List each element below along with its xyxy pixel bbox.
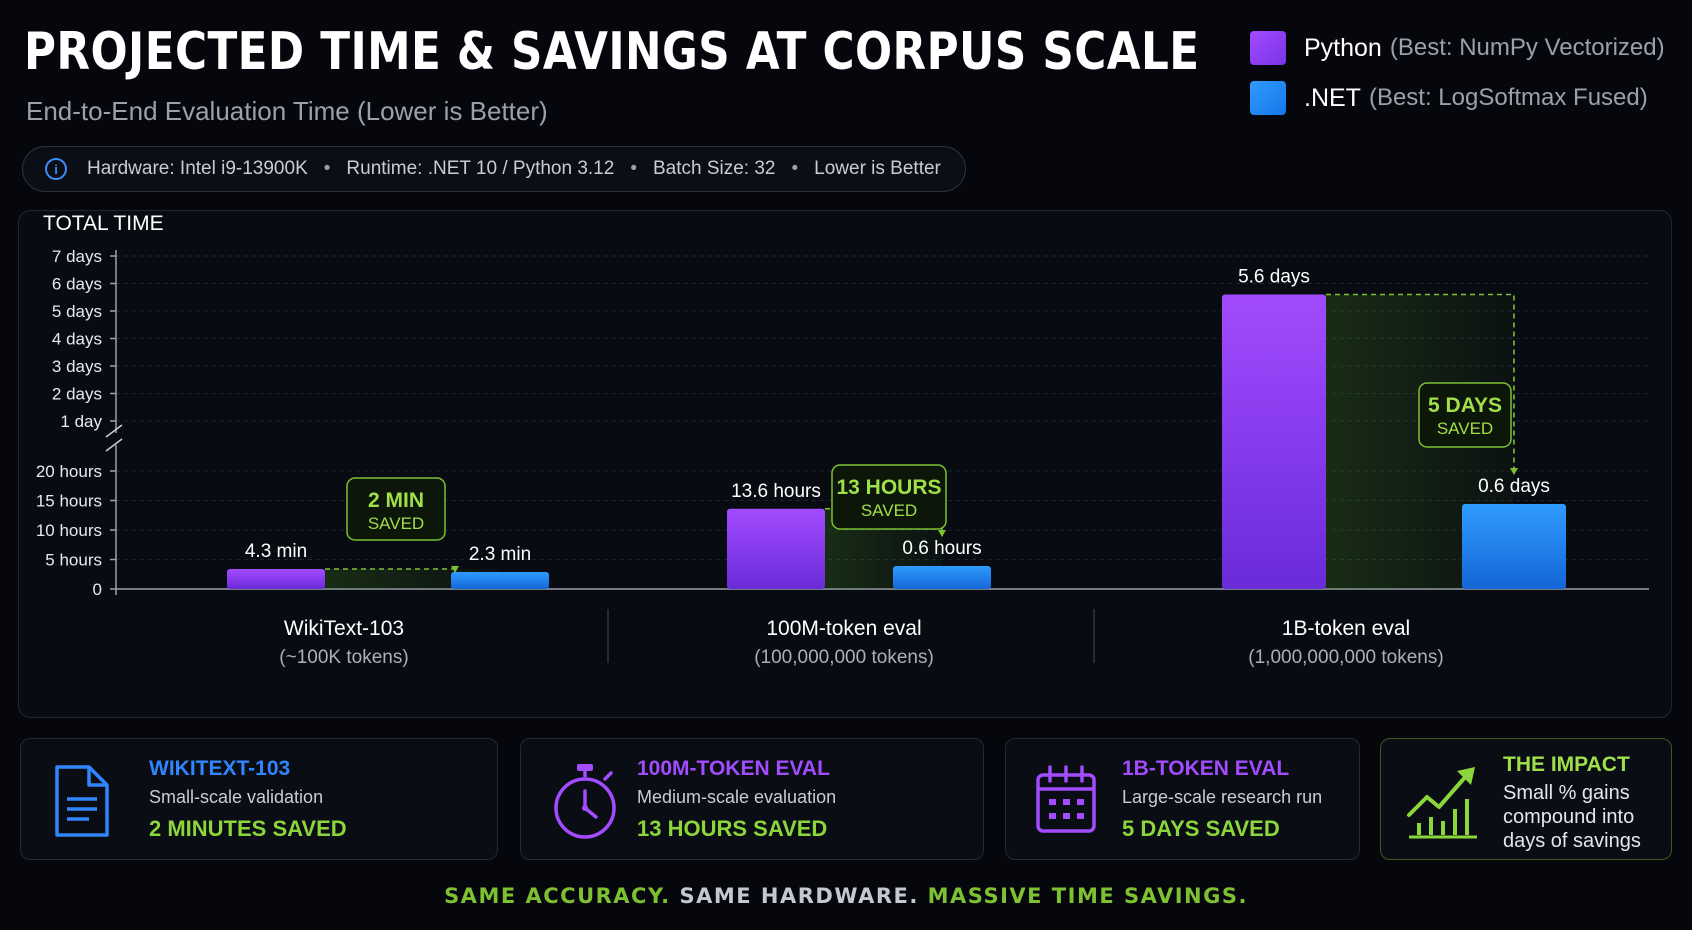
info-lower-better: Lower is Better [814, 158, 941, 179]
legend-label: Python [1304, 33, 1382, 62]
info-runtime: Runtime: .NET 10 / Python 3.12 [346, 158, 615, 179]
value-label-dotnet: 0.6 days [1478, 476, 1550, 497]
y-tick-label: 3 days [52, 357, 102, 376]
connector-arrow [451, 566, 459, 573]
bar-python [727, 508, 825, 589]
footer-part-3: MASSIVE TIME SAVINGS. [927, 884, 1248, 908]
card-title: 100M-TOKEN EVAL [637, 757, 830, 780]
card-impact: THE IMPACT Small % gains compound into d… [1380, 738, 1672, 860]
category-sublabel: (100,000,000 tokens) [754, 647, 934, 668]
page-subtitle: End-to-End Evaluation Time (Lower is Bet… [26, 96, 548, 126]
savings-badge [1418, 382, 1512, 448]
legend: Python (Best: NumPy Vectorized) .NET (Be… [1250, 30, 1665, 130]
legend-detail: (Best: NumPy Vectorized) [1389, 34, 1665, 61]
card-description: Small-scale validation [149, 787, 324, 807]
savings-badge [831, 464, 947, 530]
card-description: Small % gains compound into days of savi… [1503, 782, 1641, 852]
card-100m: 100M-TOKEN EVAL Medium-scale evaluation … [520, 738, 984, 860]
footer-part-2: SAME HARDWARE. [679, 884, 919, 908]
chart-panel: 0 5 hours 10 hours 15 hours 20 hours 1 day 2 d… [18, 210, 1672, 718]
info-batch-size: Batch Size: 32 [652, 158, 776, 179]
connector-arrow [1510, 468, 1518, 476]
footer-part-1: SAME ACCURACY. [444, 884, 671, 908]
legend-swatch-dotnet [1250, 81, 1286, 115]
legend-item-dotnet: .NET (Best: LogSoftmax Fused) [1250, 80, 1665, 116]
axis-break-mark [105, 438, 123, 452]
card-saved: 2 MINUTES SAVED [149, 816, 347, 841]
value-label-dotnet: 0.6 hours [902, 538, 981, 559]
savings-caption: SAVED [861, 501, 917, 520]
legend-detail: (Best: LogSoftmax Fused) [1368, 84, 1648, 111]
value-label-python: 13.6 hours [731, 481, 821, 502]
card-wikitext: WIKITEXT-103 Small-scale validation 2 MI… [20, 738, 498, 860]
card-description: Medium-scale evaluation [637, 787, 837, 807]
value-label-dotnet: 2.3 min [469, 544, 531, 565]
legend-label: .NET [1304, 83, 1361, 112]
savings-connector [1326, 293, 1515, 475]
card-title: THE IMPACT [1503, 753, 1630, 776]
y-tick-label: 20 hours [36, 462, 102, 481]
bar-dotnet [451, 572, 549, 589]
category-label: WikiText-103 [284, 617, 404, 640]
bar-dotnet [1462, 504, 1566, 589]
y-tick-label: 2 days [52, 385, 102, 404]
card-description: Large-scale research run [1122, 787, 1323, 807]
y-tick-label: 0 [93, 580, 102, 599]
savings-badge [346, 477, 446, 541]
info-icon: i [45, 158, 67, 180]
y-axis-title: TOTAL TIME [43, 212, 164, 235]
legend-swatch-python [1250, 31, 1286, 65]
y-tick-label: 15 hours [36, 492, 102, 511]
calendar-icon [1032, 763, 1100, 842]
value-label-python: 5.6 days [1238, 267, 1310, 288]
info-separator: • [630, 158, 637, 179]
savings-amount: 2 MIN [368, 489, 424, 512]
info-hardware: Hardware: Intel i9-13900K [87, 158, 308, 179]
info-separator: • [791, 158, 799, 179]
y-tick-label: 4 days [52, 330, 102, 349]
legend-item-python: Python (Best: NumPy Vectorized) [1250, 30, 1665, 66]
stopwatch-icon [549, 761, 621, 846]
card-title: 1B-TOKEN EVAL [1122, 757, 1290, 780]
connector-arrow [938, 530, 946, 537]
growth-chart-icon [1405, 761, 1481, 844]
y-tick-label: 5 hours [45, 551, 102, 570]
bar-dotnet [893, 566, 991, 589]
page-title: PROJECTED TIME & SAVINGS AT CORPUS SCALE [24, 22, 1200, 82]
savings-amount: 13 HOURS [836, 476, 941, 499]
y-tick-label: 5 days [52, 302, 102, 321]
category-label: 1B-token eval [1282, 617, 1410, 640]
y-tick-label: 7 days [52, 247, 102, 266]
category-sublabel: (~100K tokens) [279, 647, 408, 668]
card-title: WIKITEXT-103 [149, 757, 291, 780]
card-1b: 1B-TOKEN EVAL Large-scale research run 5… [1005, 738, 1360, 860]
savings-caption: SAVED [368, 514, 424, 533]
axis-break-mark [105, 424, 123, 438]
bar-python [1222, 294, 1326, 589]
savings-amount: 5 DAYS [1428, 394, 1502, 417]
savings-caption: SAVED [1437, 419, 1493, 438]
y-tick-label: 6 days [52, 275, 102, 294]
info-bar: i Hardware: Intel i9-13900K • Runtime: .… [22, 146, 966, 192]
card-saved: 5 DAYS SAVED [1122, 816, 1280, 841]
y-tick-label: 10 hours [36, 521, 102, 540]
y-tick-label: 1 day [60, 412, 102, 431]
category-label: 100M-token eval [766, 617, 921, 640]
category-sublabel: (1,000,000,000 tokens) [1248, 647, 1443, 668]
bar-chart: 0 5 hours 10 hours 15 hours 20 hours 1 day 2 d… [36, 212, 1649, 668]
card-saved: 13 HOURS SAVED [637, 816, 828, 841]
bar-python [227, 569, 325, 589]
footer-tagline: SAME ACCURACY. SAME HARDWARE. MASSIVE TI… [0, 884, 1692, 908]
value-label-python: 4.3 min [245, 541, 307, 562]
info-separator: • [323, 158, 331, 179]
document-icon [49, 763, 113, 844]
